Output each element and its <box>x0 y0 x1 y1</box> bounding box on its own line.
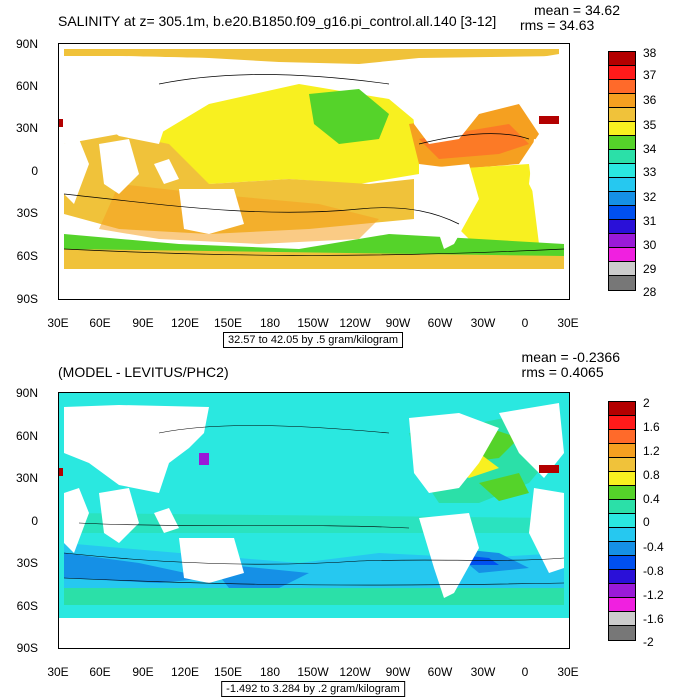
lat-label: 60S <box>16 249 38 263</box>
lat-label: 60S <box>16 599 38 613</box>
colorbar-label: 33 <box>643 165 657 179</box>
panel-title: SALINITY at z= 305.1m, b.e20.B1850.f09_g… <box>58 13 497 29</box>
lon-label: 30E <box>557 665 579 679</box>
colorbar <box>608 401 636 641</box>
lat-label: 0 <box>31 514 38 528</box>
mean-value: mean = 34.62 <box>533 2 620 18</box>
stats-box: mean = 34.62 rms = 34.63 <box>520 3 620 33</box>
colorbar-label: 2 <box>643 396 650 410</box>
colorbar <box>608 51 636 291</box>
colorbar-label: 0.4 <box>643 492 660 506</box>
lon-label: 180 <box>259 665 281 679</box>
lon-label: 60E <box>89 665 111 679</box>
lon-label: 90W <box>385 665 411 679</box>
contour-info: -1.492 to 3.284 by .2 gram/kilogram <box>221 681 405 697</box>
lat-label: 90N <box>15 37 38 51</box>
lon-label: 30W <box>470 316 496 330</box>
lon-label: 30W <box>470 665 496 679</box>
lon-label: 30E <box>47 316 69 330</box>
stats-box: mean = -0.2366 rms = 0.4065 <box>522 350 620 380</box>
lon-label: 90E <box>132 665 154 679</box>
lat-label: 30N <box>15 121 38 135</box>
difference-panel: (MODEL - LEVITUS/PHC2) mean = -0.2366 rm… <box>0 350 700 700</box>
lon-label: 120W <box>339 316 371 330</box>
colorbar-label: -2 <box>643 635 654 649</box>
lat-label: 90S <box>16 641 38 655</box>
salinity-panel: SALINITY at z= 305.1m, b.e20.B1850.f09_g… <box>15 3 657 348</box>
rms-value: rms = 34.63 <box>519 17 595 33</box>
colorbar-label: 28 <box>643 285 657 299</box>
colorbar-label: 34 <box>643 142 657 156</box>
lat-label: 60N <box>15 429 38 443</box>
colorbar-label: 30 <box>643 238 657 252</box>
colorbar-label: -1.2 <box>643 588 664 602</box>
colorbar-label: 38 <box>643 46 657 60</box>
colorbar-label: 36 <box>643 93 657 107</box>
lon-label: 30E <box>47 665 69 679</box>
panel-title: (MODEL - LEVITUS/PHC2) <box>58 364 229 380</box>
lon-label: 60E <box>89 316 111 330</box>
colorbar-label: -1.6 <box>643 612 664 626</box>
contour-info: 32.57 to 42.05 by .5 gram/kilogram <box>223 332 403 348</box>
colorbar-label: 1.2 <box>643 444 660 458</box>
lon-label: 180 <box>259 316 281 330</box>
colorbar-label: -0.4 <box>643 540 664 554</box>
lat-label: 90S <box>16 292 38 306</box>
salinity-map <box>59 44 569 299</box>
colorbar-label: 37 <box>643 68 657 82</box>
colorbar-label: 1.6 <box>643 420 660 434</box>
lat-label: 60N <box>15 79 38 93</box>
difference-map <box>59 393 569 648</box>
lat-label: 30S <box>16 556 38 570</box>
lon-label: 150E <box>213 665 243 679</box>
rms-value: rms = 0.4065 <box>521 364 604 380</box>
lon-label: 60W <box>427 316 453 330</box>
lon-label: 150W <box>297 316 329 330</box>
colorbar-label: 32 <box>643 190 657 204</box>
lon-label: 120E <box>170 665 200 679</box>
lat-label: 30S <box>16 206 38 220</box>
lat-label: 90N <box>15 386 38 400</box>
lat-label: 30N <box>15 471 38 485</box>
lon-label: 90W <box>385 316 411 330</box>
map-plot <box>58 392 570 649</box>
mean-value: mean = -0.2366 <box>521 349 620 365</box>
lon-label: 150W <box>297 665 329 679</box>
lon-label: 60W <box>427 665 453 679</box>
colorbar-label: -0.8 <box>643 564 664 578</box>
lon-label: 150E <box>213 316 243 330</box>
map-plot <box>58 43 570 300</box>
colorbar-label: 35 <box>643 118 657 132</box>
lon-label: 30E <box>557 316 579 330</box>
lat-label: 0 <box>31 164 38 178</box>
lon-label: 90E <box>132 316 154 330</box>
colorbar-label: 0 <box>643 515 650 529</box>
colorbar-label: 0.8 <box>643 468 660 482</box>
lon-label: 0 <box>521 665 529 679</box>
lon-label: 0 <box>521 316 529 330</box>
lon-label: 120W <box>339 665 371 679</box>
lon-label: 120E <box>170 316 200 330</box>
colorbar-label: 31 <box>643 214 657 228</box>
colorbar-label: 29 <box>643 262 657 276</box>
